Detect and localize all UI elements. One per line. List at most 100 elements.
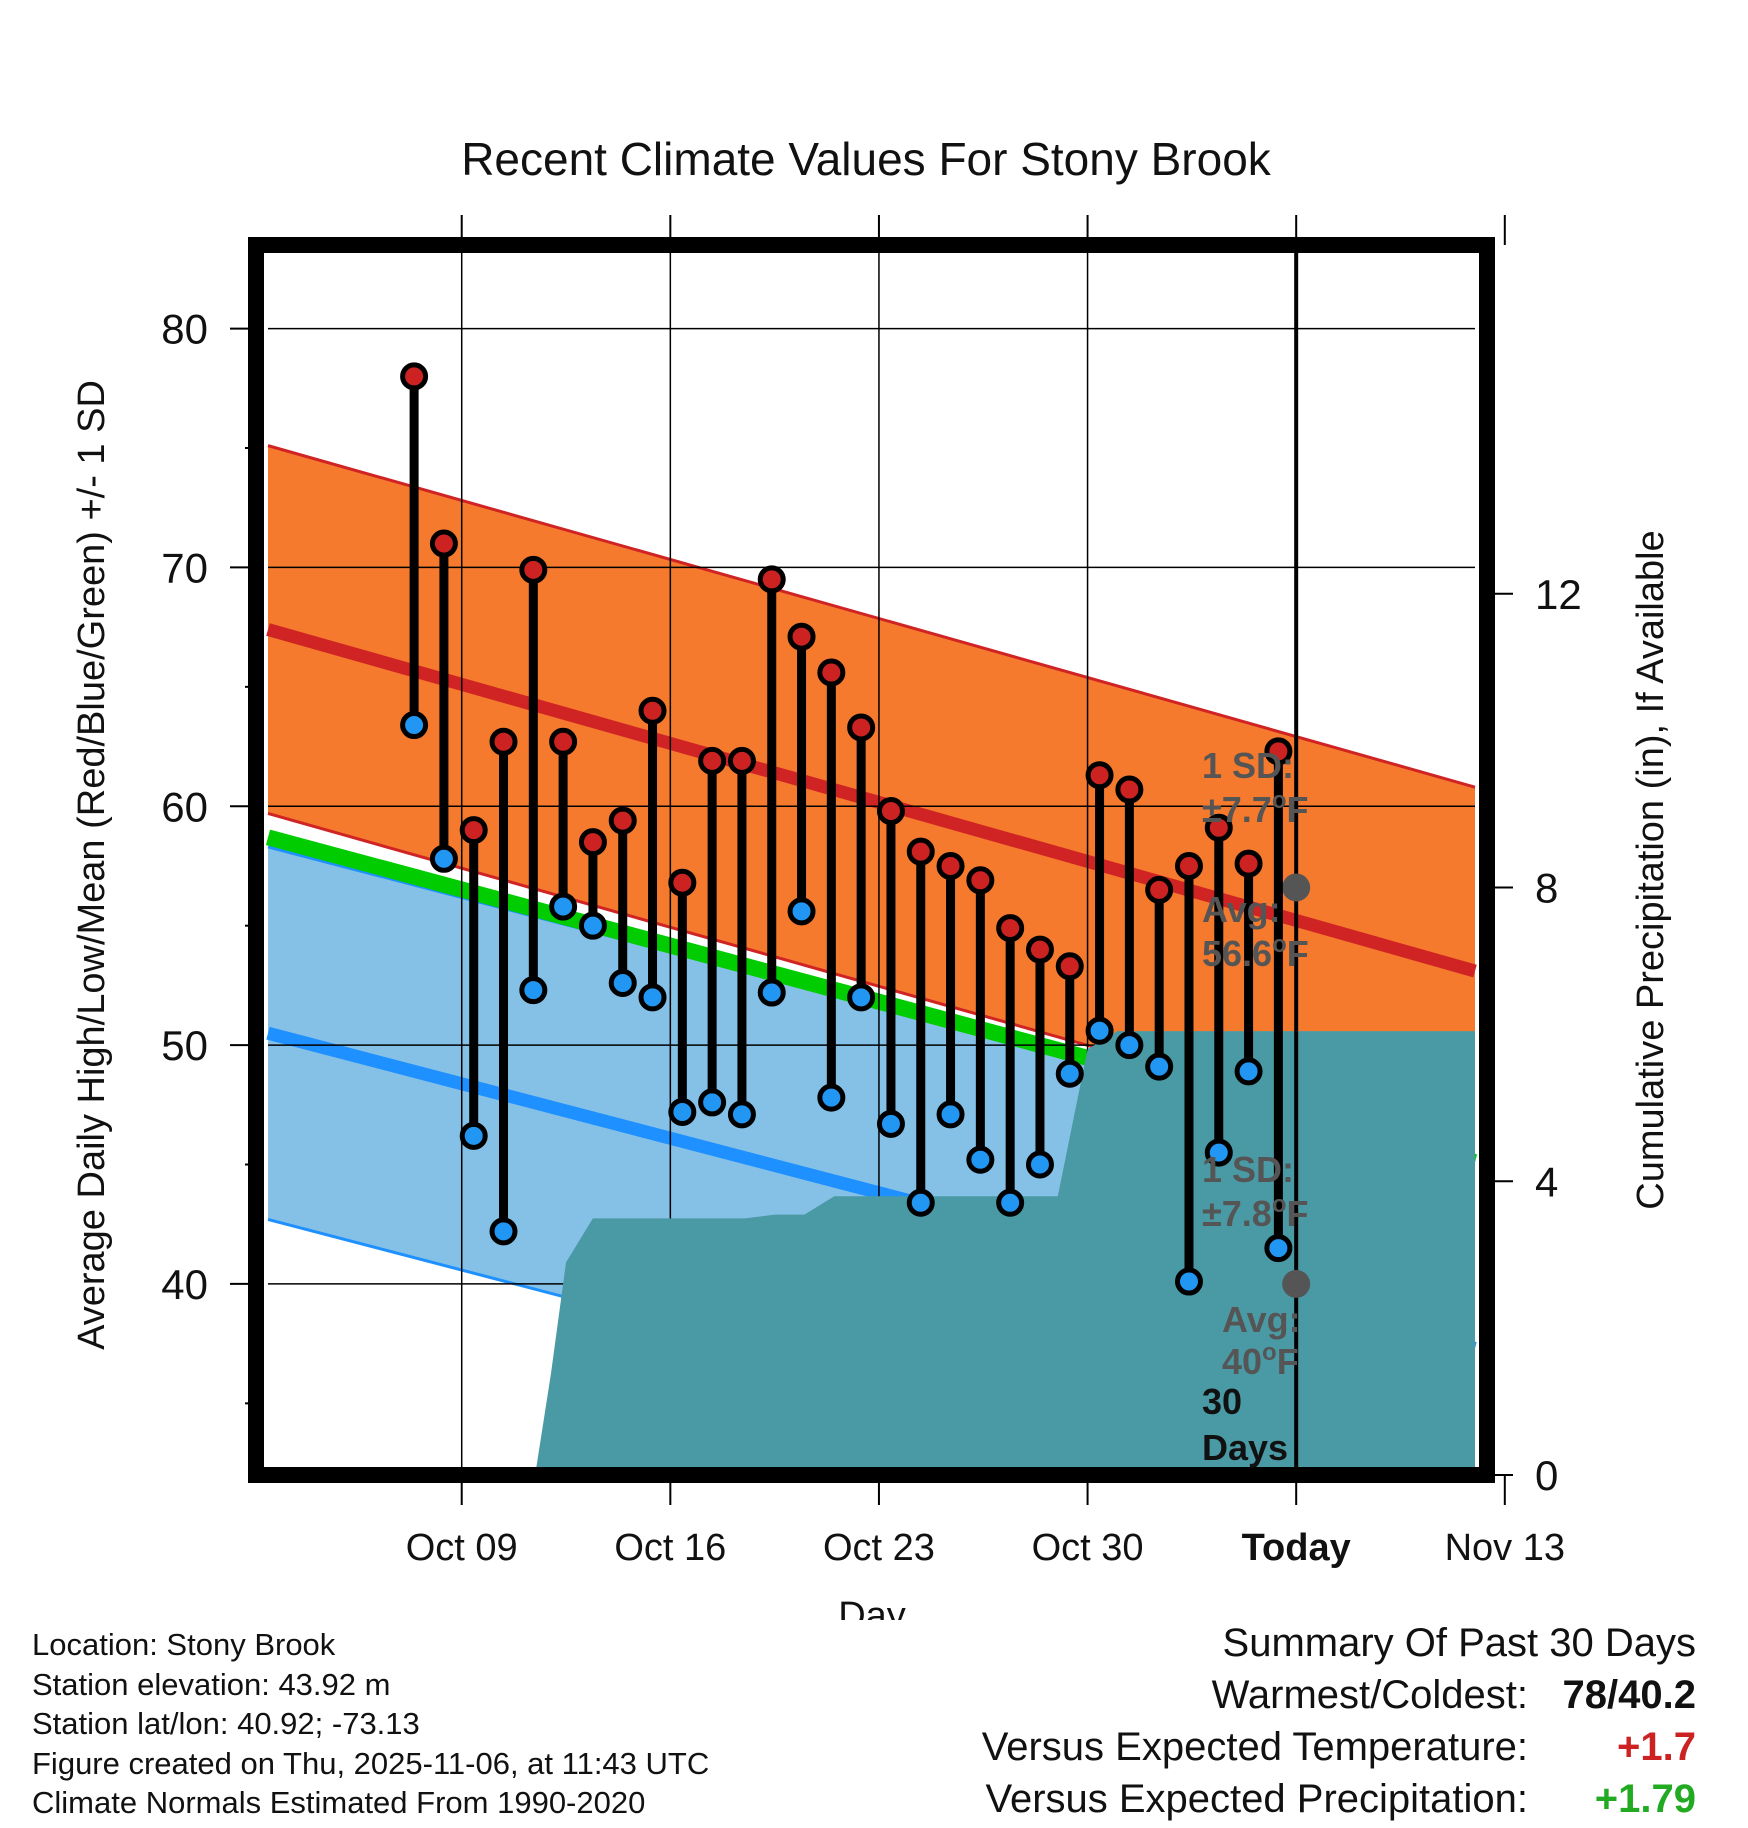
created-text: Figure created on Thu, 2025-11-06, at 11… <box>32 1745 710 1781</box>
y-tick-label: 40 <box>161 1261 208 1308</box>
low-dot <box>549 892 578 921</box>
low-dot <box>1174 1267 1203 1296</box>
high-upper-edge <box>267 444 1476 789</box>
low-dot <box>400 711 429 740</box>
low-dot <box>459 1121 488 1150</box>
warmest-value: 78/40.2 <box>1562 1673 1696 1717</box>
high-dot <box>817 658 846 687</box>
days-annotation: 30 Days <box>1202 1381 1288 1468</box>
high-avg-value-text: 56.6oF <box>1202 931 1309 974</box>
chart-title: Recent Climate Values For Stony Brook <box>461 133 1272 185</box>
station-info: Location: Stony Brook Station elevation:… <box>32 1625 709 1823</box>
normal-high-line <box>266 623 1477 978</box>
low-sd-value: ±7.8 <box>1202 1193 1272 1234</box>
unit-f: F <box>1286 789 1308 830</box>
low-dot <box>1115 1031 1144 1060</box>
low-dot <box>787 897 816 926</box>
daily-dots <box>400 362 1293 1296</box>
x-tick-label: Oct 23 <box>823 1527 935 1569</box>
high-dot <box>966 866 995 895</box>
avg-low-dot <box>1282 1269 1311 1298</box>
low-dot <box>578 911 607 940</box>
elevation-text: Station elevation: 43.92 m <box>32 1666 391 1702</box>
high-dot <box>1264 737 1293 766</box>
degree-sup: o <box>1272 787 1287 814</box>
low-dot <box>966 1145 995 1174</box>
unit-f: F <box>1287 933 1309 974</box>
x-tick-label: Oct 09 <box>406 1527 518 1569</box>
high-dot <box>489 727 518 756</box>
precip-area <box>363 1031 1475 1468</box>
y-axis-label: Average Daily High/Low/Mean (Red/Blue/Gr… <box>71 380 113 1350</box>
temp-label: Versus Expected Temperature: <box>981 1725 1528 1769</box>
x-tick-label: Nov 13 <box>1445 1527 1565 1569</box>
high-dot <box>1055 952 1084 981</box>
low-sd-label: 1 SD: <box>1202 1149 1294 1190</box>
x-tick-label: Today <box>1242 1527 1351 1569</box>
low-dot <box>638 983 667 1012</box>
high-dot <box>787 622 816 651</box>
low-dot <box>727 1100 756 1129</box>
high-annotation: 1 SD: ±7.7oF Avg: 56.6oF <box>1202 745 1309 974</box>
precip-fill <box>363 1031 1475 1468</box>
x-axis-label: Day <box>838 1595 906 1620</box>
high-sd-label: 1 SD: <box>1202 745 1294 786</box>
low-dot <box>847 983 876 1012</box>
low-dot <box>698 1088 727 1117</box>
low-dot <box>1145 1052 1174 1081</box>
precip-row: Versus Expected Precipitation: +1.79 <box>796 1773 1696 1825</box>
low-dot <box>489 1217 518 1246</box>
low-dot <box>1055 1059 1084 1088</box>
temp-row: Versus Expected Temperature: +1.7 <box>796 1721 1696 1773</box>
y-tick-label: 50 <box>161 1022 208 1069</box>
normals-text: Climate Normals Estimated From 1990-2020 <box>32 1785 646 1820</box>
degree-sup: o <box>1272 1191 1287 1218</box>
avg-high-dot <box>1282 873 1311 902</box>
high-sd-value: ±7.7 <box>1202 789 1272 830</box>
precip-value: +1.79 <box>1594 1777 1696 1821</box>
low-dot <box>996 1188 1025 1217</box>
high-dot <box>698 746 727 775</box>
low-dot <box>757 978 786 1007</box>
high-dot <box>1025 935 1054 964</box>
y2-tick-label: 12 <box>1535 571 1582 618</box>
high-dot <box>638 696 667 725</box>
plot-frame <box>248 237 1495 1483</box>
unit-f: F <box>1286 1193 1308 1234</box>
degree-sup: o <box>1272 931 1287 958</box>
high-dot <box>1115 775 1144 804</box>
y2-tick-label: 0 <box>1535 1452 1558 1499</box>
low-dot <box>1234 1057 1263 1086</box>
high-dot <box>668 868 697 897</box>
y2-axis-label: Cumulative Precipitation (in), If Availa… <box>1630 530 1672 1209</box>
high-dot <box>608 806 637 835</box>
warmest-label: Warmest/Coldest: <box>1211 1673 1528 1717</box>
high-avg-value: 56.6 <box>1202 933 1272 974</box>
low-avg-value-text: 40oF <box>1222 1339 1299 1382</box>
low-annotation: 1 SD: ±7.8oF Avg: 40oF <box>1202 1149 1308 1382</box>
today-marker <box>1282 245 1311 1475</box>
summary-title: Summary Of Past 30 Days <box>1222 1621 1696 1665</box>
high-dot <box>906 837 935 866</box>
high-dot <box>727 746 756 775</box>
low-avg-label: Avg: <box>1222 1299 1301 1340</box>
low-dot <box>1264 1234 1293 1263</box>
location-text: Location: Stony Brook <box>32 1627 336 1662</box>
y2-tick-label: 4 <box>1535 1158 1558 1205</box>
high-dot <box>757 565 786 594</box>
y2-tick-label: 8 <box>1535 865 1558 912</box>
low-dot <box>519 976 548 1005</box>
high-dot <box>996 914 1025 943</box>
y-tick-label: 60 <box>161 783 208 830</box>
axes: Oct 09 Oct 16 Oct 23 Oct 30 Today Nov 1340506… <box>161 215 1582 1569</box>
low-dot <box>1085 1016 1114 1045</box>
latlon-text: Station lat/lon: 40.92; -73.13 <box>32 1706 420 1741</box>
high-avg-label: Avg: <box>1202 889 1281 930</box>
low-dot <box>1204 1138 1233 1167</box>
high-dot <box>936 851 965 880</box>
low-dot <box>936 1100 965 1129</box>
high-dot <box>876 797 905 826</box>
climate-chart: Recent Climate Values For Stony Brook Oc… <box>71 133 1672 1620</box>
high-dot <box>459 816 488 845</box>
high-dot <box>1204 813 1233 842</box>
